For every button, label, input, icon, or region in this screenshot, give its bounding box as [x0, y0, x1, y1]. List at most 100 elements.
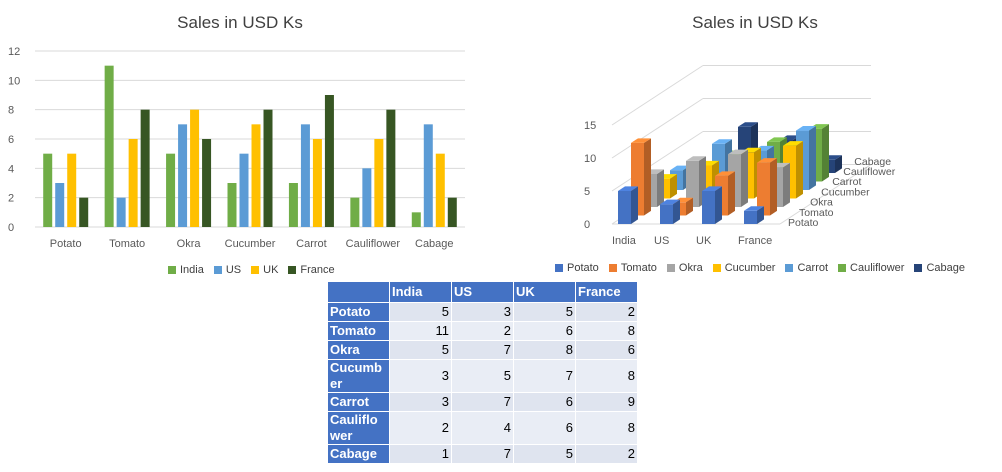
legend-label: Cucumber [724, 262, 776, 274]
y-tick-label: 0 [584, 219, 590, 231]
bar-chart-legend: India US UK France [168, 264, 335, 276]
bar [202, 139, 212, 227]
bar [239, 153, 249, 227]
bar [435, 153, 445, 227]
table-cell: 7 [451, 444, 514, 464]
table-cell: 7 [513, 359, 576, 393]
bar [288, 183, 298, 227]
table-row: Tomato 11 2 6 8 [327, 321, 638, 341]
bar [104, 65, 114, 228]
depth-axis-label: Potato [788, 217, 819, 229]
table-cell: 3 [389, 392, 452, 412]
bar [43, 153, 53, 227]
bar [263, 109, 273, 227]
y-tick-label: 15 [584, 120, 596, 132]
bar-chart-title: Sales in USD Ks [177, 13, 303, 32]
bar-chart-legend-item: US [213, 264, 242, 276]
x-tick-label: Cucumber [225, 238, 276, 250]
table-row-label: Tomato [327, 321, 390, 341]
legend-swatch [251, 266, 260, 274]
table-cell: 9 [575, 392, 638, 412]
bar [55, 183, 65, 227]
table-cell: 8 [575, 359, 638, 393]
table-cell: 8 [575, 411, 638, 445]
bar-chart-legend-item: France [288, 264, 335, 276]
table-row-label: Okra [327, 340, 390, 360]
legend-swatch [785, 264, 794, 272]
table-header-cell: UK [513, 281, 576, 303]
bar-3d [618, 186, 638, 224]
table-cell: 5 [513, 444, 576, 464]
x-tick-label: UK [696, 235, 712, 247]
bar [166, 153, 176, 227]
bar [300, 124, 310, 227]
table-cell: 6 [575, 340, 638, 360]
legend-label: India [180, 264, 204, 276]
x-tick-label: Okra [177, 238, 202, 250]
legend-swatch [288, 266, 297, 274]
floor-edge [779, 164, 872, 225]
table-cell: 5 [389, 302, 452, 322]
bar [312, 139, 322, 227]
y-tick-label: 8 [8, 105, 14, 117]
table-row: Cauliflower 2 4 6 8 [327, 411, 638, 445]
table-row-label: Cauliflower [327, 411, 390, 445]
x-tick-label: France [738, 235, 772, 247]
table-header-cell: France [575, 281, 638, 303]
bar [128, 139, 138, 227]
bar [386, 109, 396, 227]
table-cell: 2 [389, 411, 452, 445]
sales-data-table: India US UK France Potato 5 3 5 2 Tomato 11 2 6 8 Okr… [327, 281, 638, 464]
y-tick-label: 6 [8, 134, 14, 146]
y-tick-label: 12 [8, 46, 20, 58]
y-tick-label: 5 [584, 186, 590, 198]
legend-label: US [225, 264, 242, 276]
table-cell: 3 [451, 302, 514, 322]
table-cell: 5 [513, 302, 576, 322]
bar [411, 212, 421, 227]
bar-3d [660, 199, 680, 224]
table-row: Carrot 3 7 6 9 [327, 392, 638, 412]
table-cell: 7 [451, 340, 514, 360]
table-row: Okra 5 7 8 6 [327, 340, 638, 360]
table-header-cell: US [451, 281, 514, 303]
bar [190, 109, 200, 227]
table-cell: 7 [451, 392, 514, 412]
bar [251, 124, 261, 227]
x-tick-label: Cabage [415, 238, 454, 250]
y-tick-label: 0 [8, 222, 14, 234]
legend-label: Carrot [797, 262, 829, 274]
x-tick-label: Tomato [109, 238, 145, 250]
table-row: Cabage 1 7 5 2 [327, 444, 638, 464]
y-tick-label: 2 [8, 193, 14, 205]
bar [423, 124, 433, 227]
table-row-label: Potato [327, 302, 390, 322]
depth-axis-label: Carrot [832, 176, 861, 188]
table-cell: 2 [575, 302, 638, 322]
table-row-label: Cucumber [327, 359, 390, 393]
side-gridline [611, 98, 704, 159]
legend-swatch [555, 264, 563, 272]
table-header-cell [327, 281, 390, 303]
bar-chart-legend-item: India [168, 264, 204, 276]
bar [178, 124, 188, 227]
table-cell: 5 [389, 340, 452, 360]
3d-bar-chart-legend-item: Cucumber [712, 262, 776, 274]
depth-axis-label: Cucumber [821, 186, 870, 198]
table-cell: 11 [389, 321, 452, 341]
3d-bar-chart-legend-item: Tomato [608, 262, 657, 274]
table-cell: 2 [451, 321, 514, 341]
legend-label: Tomato [620, 262, 657, 274]
bar-3d [757, 158, 777, 216]
legend-label: Okra [678, 262, 703, 274]
table-cell: 6 [513, 392, 576, 412]
legend-label: Potato [567, 262, 599, 274]
legend-swatch [838, 264, 847, 272]
bar [140, 109, 150, 227]
table-cell: 2 [575, 444, 638, 464]
3d-bar-chart-title: Sales in USD Ks [692, 13, 818, 32]
legend-swatch [213, 266, 222, 274]
bar [324, 95, 334, 227]
